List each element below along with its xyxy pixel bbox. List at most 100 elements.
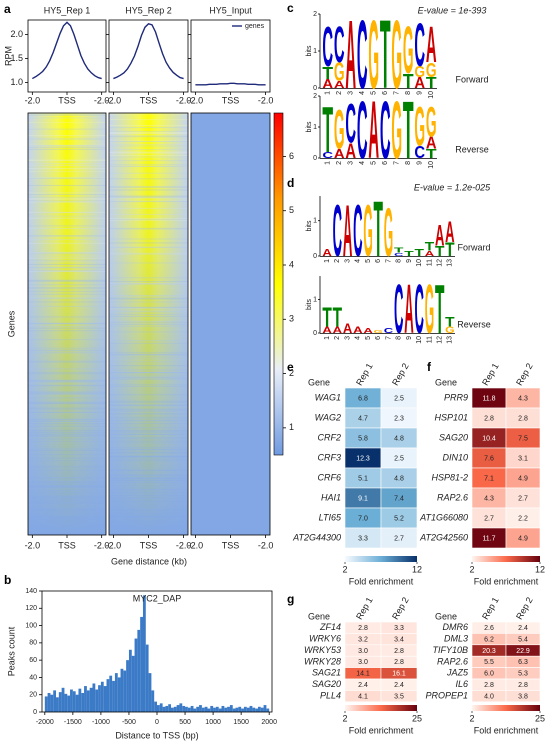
gene-label: TIFY10B [432, 645, 468, 655]
logo-letter: A [345, 0, 356, 109]
heatmap-background [191, 113, 270, 535]
logo-letter: A [334, 79, 345, 91]
cell-value: 3.2 [358, 636, 368, 643]
cell-value: 2.7 [518, 495, 528, 502]
histogram-bar [145, 644, 149, 712]
histogram-bar [165, 705, 169, 712]
plot-frame [27, 19, 107, 93]
histogram-bar [109, 675, 113, 712]
histogram-bar [134, 638, 138, 712]
gene-label: LTI65 [319, 512, 342, 522]
plot-frame [190, 19, 271, 93]
table-header: Gene [308, 611, 330, 621]
colorbar [345, 705, 417, 711]
histogram-bar [154, 701, 157, 712]
y-tick-label: 60 [29, 657, 37, 664]
histogram-bar [213, 707, 216, 712]
y-axis-label: Genes [6, 310, 16, 337]
histogram-bar [70, 689, 73, 712]
gene-label: SAG21 [312, 668, 341, 678]
histogram-bar [221, 705, 225, 712]
cell-value: 11.8 [482, 395, 495, 402]
x-axis-label: Distance to TSS (bp) [115, 730, 198, 740]
histogram-bar [148, 673, 152, 712]
cell-value: 4.1 [358, 693, 368, 700]
colorbar-label: Fold enrichment [474, 725, 539, 735]
histogram-bar [255, 708, 258, 712]
gene-label: WRKY28 [304, 656, 341, 666]
annotation: E-value = 1e-393 [418, 5, 487, 15]
logo-letter: A [334, 146, 345, 161]
position-label: 11 [426, 259, 433, 266]
cell-value: 4.7 [358, 415, 368, 422]
gene-label: CRF3 [317, 452, 341, 462]
histogram-bar [201, 707, 205, 712]
logo-direction: Reverse [457, 319, 491, 329]
logo-letter: A [333, 326, 343, 336]
y-tick-label: 100 [25, 622, 37, 629]
histogram-bar [106, 679, 110, 712]
y-tick-label: 140 [25, 588, 37, 595]
cell-value: 2.8 [484, 415, 494, 422]
x-tick-label: -2.0 [258, 540, 274, 550]
logo-letter: T [435, 269, 445, 348]
x-tick-label: -2.0 [94, 540, 110, 550]
histogram-bar [67, 695, 71, 712]
position-label: 4 [359, 91, 366, 95]
y-tick-label: 1 [313, 218, 317, 225]
histogram-bar [56, 697, 59, 712]
logo-letter: A [435, 218, 444, 251]
logo-letter: T [374, 185, 383, 273]
position-label: 8 [396, 336, 403, 340]
logo-letter: C [394, 269, 403, 348]
position-label: 2 [336, 161, 343, 165]
gene-label: CRF2 [317, 432, 341, 442]
position-label: 8 [396, 259, 403, 263]
logo-letter: C [345, 92, 356, 155]
subplot-title: HY5_Rep 2 [125, 5, 172, 15]
x-tick-label: -2.0 [188, 540, 204, 550]
position-label: 1 [324, 336, 331, 340]
colorbar [472, 556, 540, 562]
panel-label: c [287, 1, 294, 15]
cell-value: 5.4 [518, 636, 528, 643]
colorbar-label: Fold enrichment [474, 576, 539, 586]
histogram-bar [64, 693, 68, 712]
cell-value: 5.3 [518, 671, 528, 678]
histogram-bar [168, 704, 172, 712]
cell-value: 2.6 [484, 625, 494, 632]
panel-label: f [427, 360, 432, 374]
cell-value: 14.1 [356, 671, 370, 678]
histogram-bar [112, 680, 115, 712]
column-header: Rep 1 [354, 595, 375, 621]
column-header: Rep 2 [390, 361, 411, 387]
gene-label: HSP101 [434, 412, 468, 422]
plot-frame [108, 19, 189, 93]
heatmap-cell [505, 690, 541, 703]
colorbar-tick-label: 2 [469, 564, 474, 574]
logo-letter: T [426, 146, 437, 161]
column-header: Rep 2 [514, 595, 535, 621]
position-label: 9 [406, 259, 413, 263]
subplot-title: HY5_Input [209, 5, 252, 15]
position-label: 11 [426, 336, 433, 343]
logo-letter: G [374, 329, 384, 334]
position-label: 7 [385, 259, 392, 263]
cell-value: 2.5 [394, 395, 404, 402]
logo-letter: G [334, 98, 345, 161]
histogram-bar [72, 691, 76, 712]
histogram-bar [173, 706, 177, 712]
logo-letter: C [357, 86, 368, 176]
subplot-title: HY5_Rep 1 [44, 5, 91, 15]
histogram-bar [75, 694, 79, 712]
histogram-bar [47, 692, 51, 712]
position-label: 1 [324, 259, 331, 263]
x-tick-label: -2.0 [188, 95, 204, 105]
position-label: 3 [348, 161, 355, 165]
cell-value: 7.5 [518, 435, 528, 442]
x-tick-label: -1000 [92, 719, 110, 726]
legend-label: genes [245, 23, 265, 30]
cell-value: 6.0 [484, 671, 494, 678]
cell-value: 4.3 [518, 395, 528, 402]
